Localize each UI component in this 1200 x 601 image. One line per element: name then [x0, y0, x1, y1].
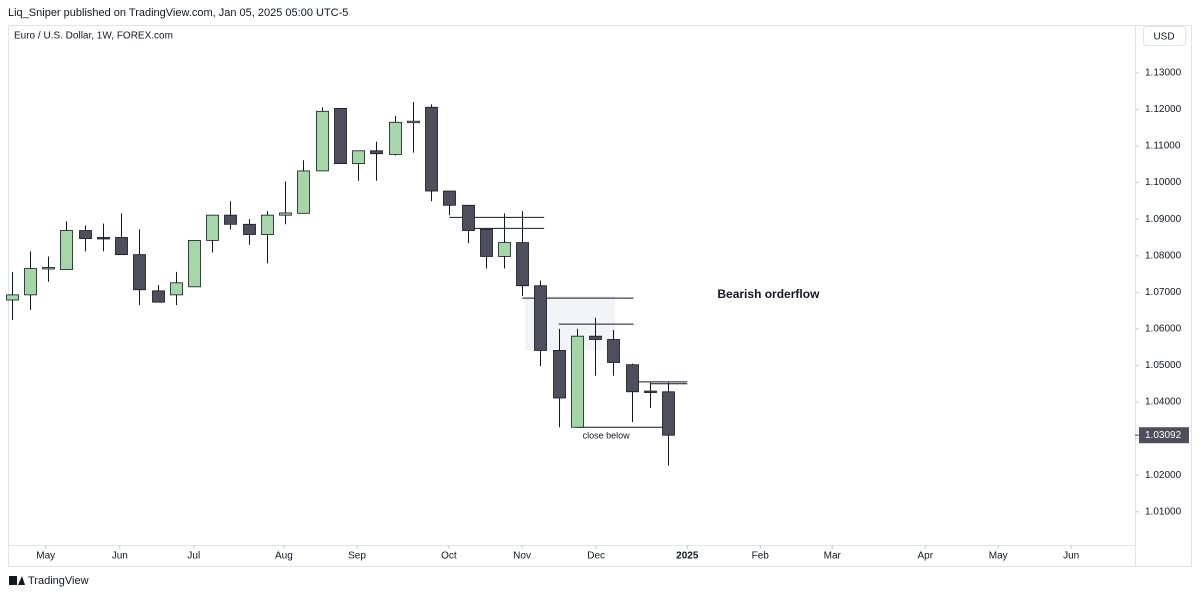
candle-body [152, 290, 165, 303]
x-tick-label: Jul [187, 551, 200, 562]
candle-body [297, 170, 310, 214]
candle-body [607, 339, 620, 363]
x-tick-label: Mar [824, 551, 842, 562]
candle-body [188, 239, 201, 288]
candle-body [316, 110, 329, 172]
candle-body [626, 364, 639, 393]
y-tick-label: 1.12000 [1145, 104, 1182, 115]
candle-body [261, 214, 274, 235]
y-tick-label: 1.04000 [1145, 397, 1182, 408]
y-tick-label: 1.06000 [1145, 324, 1182, 335]
symbol-title: Euro / U.S. Dollar, 1W, FOREX.com [14, 31, 173, 42]
candle-body [389, 121, 402, 155]
candle-body [115, 237, 128, 256]
candle-body [516, 242, 529, 287]
header: Liq_Sniper published on TradingView.com,… [8, 7, 348, 19]
last-price-label: 1.03092 [1145, 430, 1182, 441]
x-tick-label: Feb [752, 551, 770, 562]
currency-box[interactable] [1143, 26, 1186, 46]
candle-body [662, 391, 675, 436]
annotation: close below [583, 430, 631, 440]
candle-body [553, 350, 566, 399]
candle-body [24, 268, 37, 296]
currency[interactable]: USD [1153, 32, 1174, 43]
y-tick-label: 1.13000 [1145, 68, 1182, 79]
y-tick-label: 1.11000 [1145, 141, 1181, 152]
candle-body [370, 150, 383, 155]
candle-body [352, 150, 365, 164]
candle-body [60, 230, 73, 271]
logo [9, 576, 25, 585]
candle-body [133, 254, 146, 291]
candle-body [534, 285, 547, 351]
y-tick-label: 1.08000 [1145, 250, 1182, 261]
candle-body [334, 107, 347, 164]
candle-body [407, 120, 420, 124]
candle-body [571, 335, 584, 428]
candle-body [170, 282, 183, 296]
annotation: Bearish orderflow [717, 287, 820, 301]
candle-body [6, 294, 19, 301]
y-tick-label: 1.09000 [1145, 214, 1182, 225]
candle-body [206, 214, 219, 241]
x-tick-label: 2025 [676, 551, 699, 562]
x-tick-label: Nov [513, 551, 531, 562]
x-tick-label: May [989, 551, 1008, 562]
candle-body [443, 190, 456, 206]
x-tick-label: Dec [587, 551, 605, 562]
candle-body [224, 214, 237, 225]
x-tick-label: Jun [112, 551, 128, 562]
candle-body [644, 390, 657, 393]
y-tick-label: 1.02000 [1145, 470, 1182, 481]
candle-body [279, 212, 292, 216]
footer-brand: TradingView [28, 575, 89, 587]
candle-body [42, 267, 55, 270]
x-tick-label: May [36, 551, 55, 562]
candle-body [498, 242, 511, 257]
y-tick-label: 1.07000 [1145, 287, 1182, 298]
candle-body [425, 106, 438, 192]
candle-body [462, 204, 475, 231]
candle-body [97, 237, 110, 240]
x-tick-label: Aug [275, 551, 293, 562]
candle-body [79, 230, 92, 239]
last-price-box [1139, 427, 1189, 444]
y-tick-label: 1.05000 [1145, 360, 1182, 371]
y-tick-label: 1.01000 [1145, 506, 1182, 517]
candle-body [589, 335, 602, 340]
x-tick-label: Jun [1063, 551, 1079, 562]
x-tick-label: Oct [441, 551, 457, 562]
x-tick-label: Sep [348, 551, 366, 562]
candle-body [480, 229, 493, 257]
x-tick-label: Apr [918, 551, 934, 562]
y-tick-label: 1.10000 [1145, 177, 1182, 188]
candle-body [243, 223, 256, 235]
